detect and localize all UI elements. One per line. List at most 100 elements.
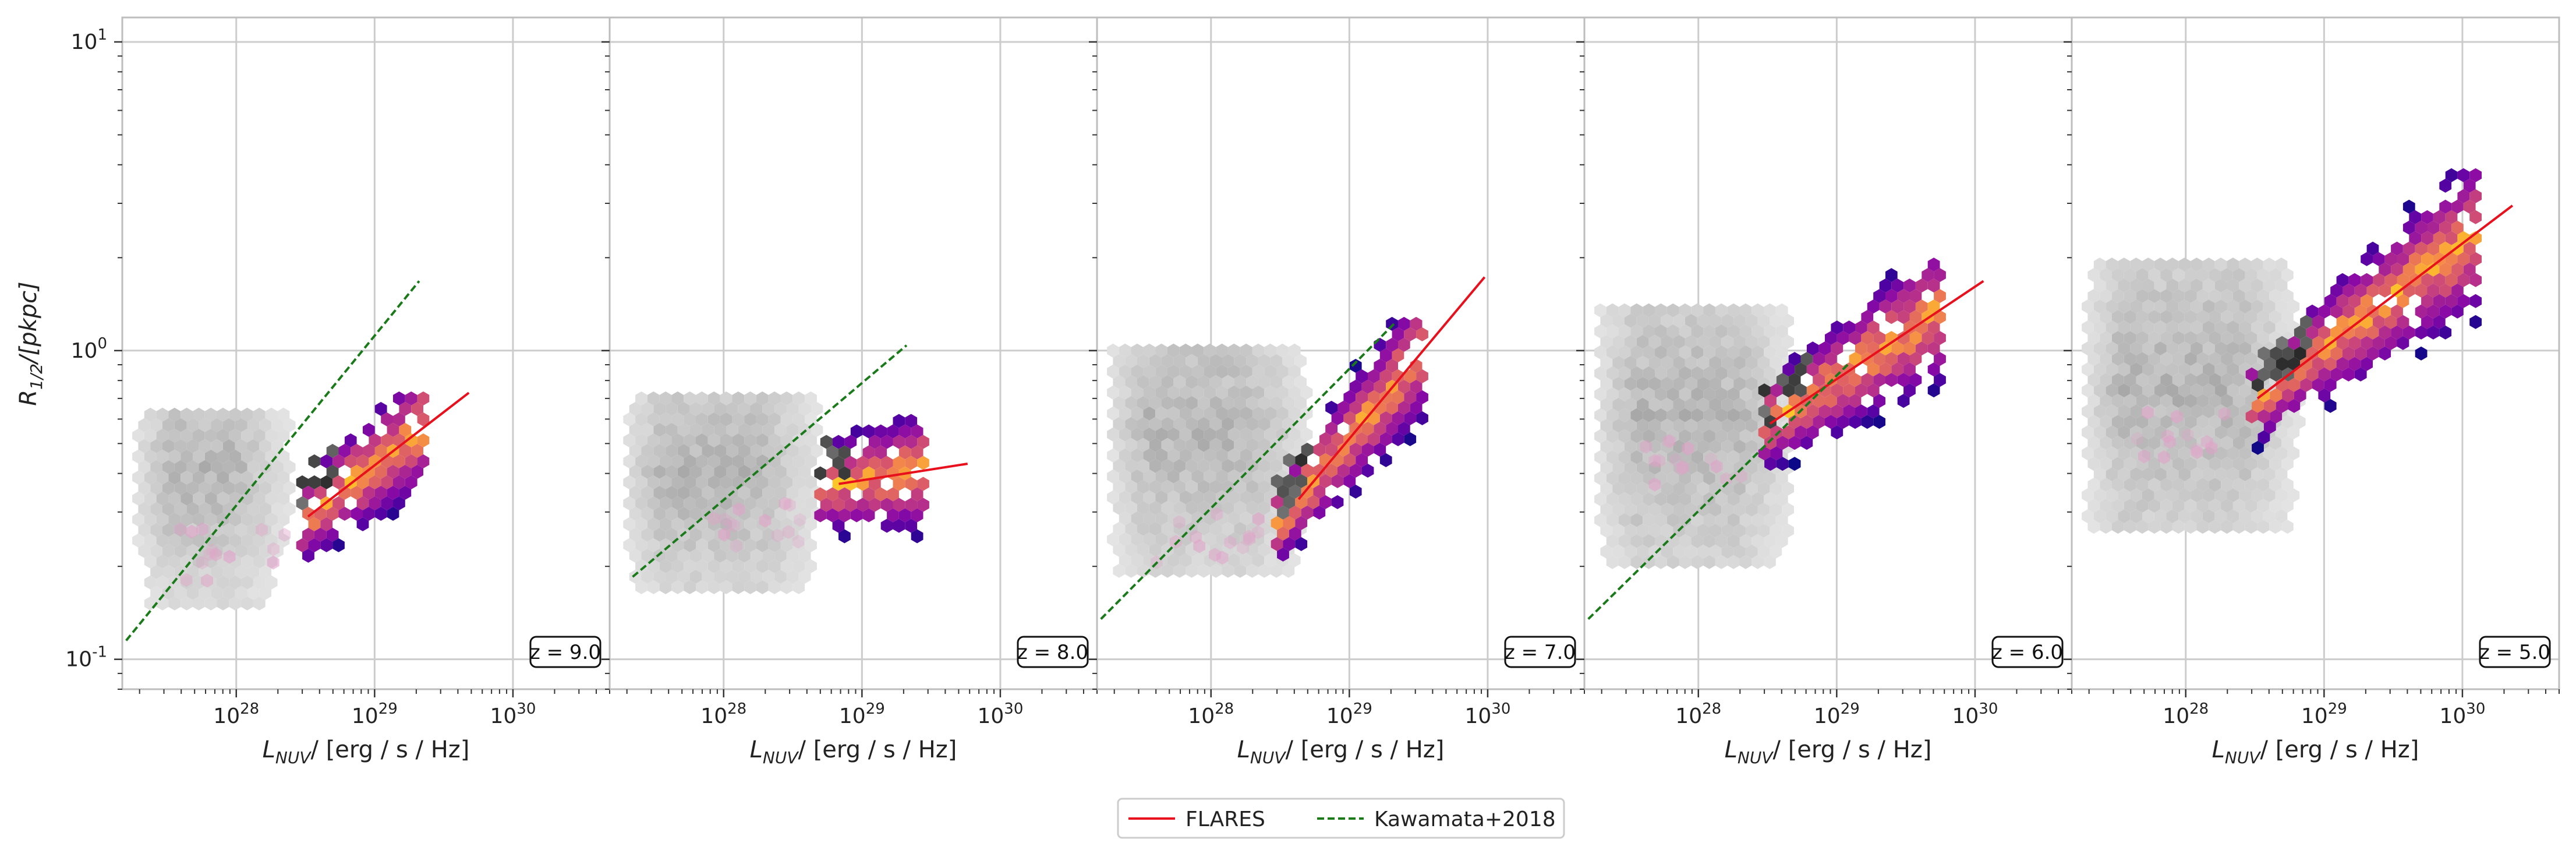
hex-bin xyxy=(150,586,162,600)
hex-bin xyxy=(229,575,242,590)
hex-bin xyxy=(1119,490,1131,505)
hex-bin xyxy=(1661,418,1673,433)
hex-bin-weighted xyxy=(1764,457,1777,471)
hex-bin-weighted xyxy=(1392,411,1404,425)
hex-bin xyxy=(2148,478,2161,492)
x-tick-label: 1028 xyxy=(1188,700,1234,728)
hex-bin xyxy=(1751,345,1764,359)
hex-bin xyxy=(811,401,823,416)
hex-bin xyxy=(1179,511,1192,526)
hex-bin xyxy=(1125,479,1137,494)
hex-bin-weighted xyxy=(1410,316,1423,331)
hex-bin xyxy=(707,559,720,573)
hex-bin xyxy=(786,548,799,563)
hex-bin-transition xyxy=(1243,530,1255,544)
hex-bin-weighted xyxy=(2457,294,2470,308)
hex-bin xyxy=(2106,467,2118,482)
hex-bin xyxy=(720,538,733,552)
hex-bin-weighted xyxy=(1398,379,1410,394)
hex-bin xyxy=(181,554,193,569)
hex-bin-weighted xyxy=(2379,325,2391,340)
hex-bin xyxy=(1630,450,1643,464)
hex-bin-weighted xyxy=(1343,474,1356,488)
hex-bin xyxy=(1173,417,1186,431)
hex-bin xyxy=(1733,439,1746,454)
hex-bin-weighted xyxy=(393,391,405,405)
hex-bin xyxy=(1691,471,1704,485)
hex-bin xyxy=(2232,394,2245,408)
hex-bin xyxy=(1186,479,1198,494)
hex-bin xyxy=(1666,408,1679,422)
hex-bin xyxy=(265,533,278,548)
hex-bin xyxy=(1606,555,1619,569)
hex-bin xyxy=(2196,289,2209,304)
hex-bin xyxy=(186,418,199,432)
hex-bin xyxy=(1697,481,1710,496)
hex-bin-weighted xyxy=(2469,294,2482,308)
hex-bin xyxy=(162,439,175,453)
hex-bin xyxy=(1666,366,1679,380)
hex-bin-weighted xyxy=(411,464,423,479)
hex-bin xyxy=(271,460,284,474)
hex-bin xyxy=(2118,320,2131,335)
hex-bin xyxy=(2148,331,2161,345)
hex-bin xyxy=(635,580,647,594)
hex-bin xyxy=(1775,471,1788,485)
hex-bin-weighted xyxy=(369,475,381,489)
hex-bin-weighted xyxy=(2361,273,2373,287)
hex-bin xyxy=(2221,289,2233,304)
hex-bin xyxy=(1648,544,1661,559)
hexbin-layer xyxy=(132,391,430,611)
hex-bin-weighted xyxy=(2373,252,2385,266)
hex-bin-weighted xyxy=(1289,463,1301,478)
hex-bin xyxy=(1630,366,1643,380)
hex-bin xyxy=(2232,478,2245,492)
hex-bin-weighted xyxy=(387,506,399,521)
hex-bin xyxy=(671,559,684,573)
hex-bin-weighted xyxy=(1879,362,1892,377)
hex-bin-weighted xyxy=(2318,304,2331,319)
hex-bin xyxy=(2124,499,2136,513)
hex-bin-weighted xyxy=(2415,325,2428,340)
hex-bin xyxy=(1679,303,1692,318)
hex-bin xyxy=(1600,523,1613,538)
hex-bin xyxy=(629,422,642,437)
hex-bin xyxy=(798,506,811,521)
hex-bin xyxy=(1216,385,1228,400)
hex-bin xyxy=(2082,383,2094,398)
hex-bin-weighted xyxy=(2294,325,2306,340)
hex-bin xyxy=(1179,343,1192,358)
hex-bin xyxy=(2160,268,2172,283)
hex-bin xyxy=(204,428,217,443)
hex-bin xyxy=(1227,511,1240,526)
hex-bin xyxy=(702,401,714,416)
hex-bin xyxy=(156,470,169,485)
hex-bin xyxy=(1745,418,1758,433)
hex-bin xyxy=(1216,469,1228,484)
hex-bin xyxy=(1715,345,1728,359)
hex-bin xyxy=(1149,459,1162,473)
hex-bin xyxy=(1240,406,1252,421)
hex-bin xyxy=(720,433,733,447)
hex-bin xyxy=(253,491,266,506)
hex-bin xyxy=(774,422,787,437)
hex-bin xyxy=(684,391,696,405)
hex-bin xyxy=(2214,383,2227,398)
hex-bin xyxy=(1107,343,1119,358)
hex-bin xyxy=(1125,500,1137,515)
hex-bin xyxy=(162,418,175,432)
hex-bin xyxy=(684,433,696,447)
hex-bin xyxy=(2239,488,2251,503)
hex-bin xyxy=(1745,376,1758,391)
hex-bin-weighted xyxy=(2312,378,2324,392)
hex-bin xyxy=(1782,313,1794,328)
hex-bin xyxy=(1739,387,1752,401)
hex-bin xyxy=(1618,303,1631,318)
hex-bin xyxy=(1258,563,1271,578)
hex-bin-weighted xyxy=(1410,400,1423,415)
hex-bin xyxy=(1143,385,1156,400)
hex-bin-weighted xyxy=(320,538,333,552)
hex-bin xyxy=(1661,544,1673,559)
hex-bin-weighted xyxy=(2391,262,2403,277)
hex-bin xyxy=(2214,320,2227,335)
